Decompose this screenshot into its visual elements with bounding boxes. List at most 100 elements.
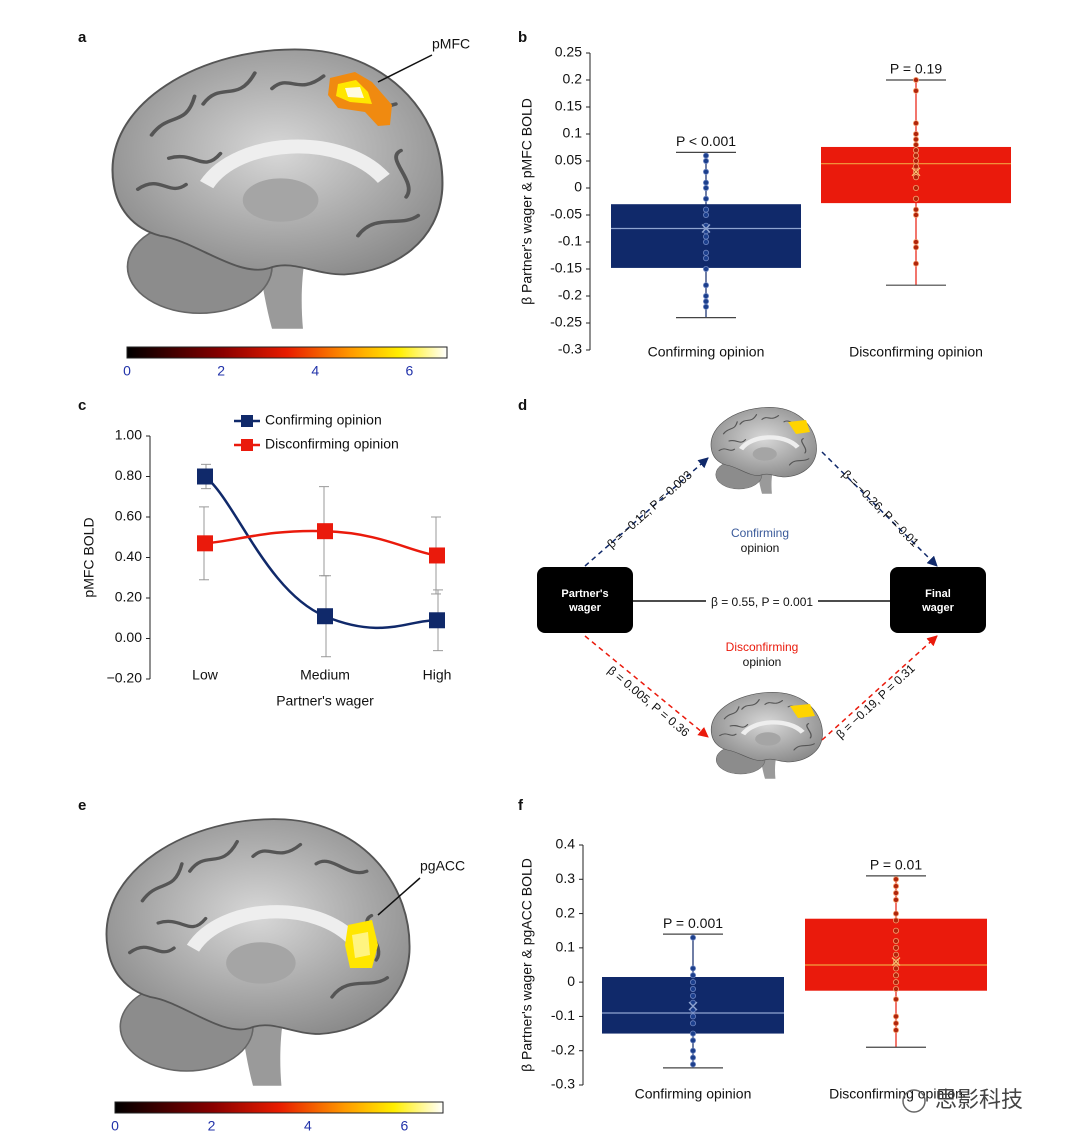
point	[893, 876, 900, 883]
y-tick-label: -0.2	[551, 1041, 575, 1057]
sulcus	[801, 438, 807, 454]
point	[703, 298, 710, 305]
corpus-callosum	[186, 905, 362, 952]
path-label: Confirming	[731, 526, 789, 540]
point	[703, 282, 710, 289]
point	[703, 152, 710, 159]
point	[913, 152, 920, 159]
legend-label: Disconfirming opinion	[265, 436, 399, 452]
y-tick-label: 0.4	[556, 836, 576, 852]
panel-label: c	[78, 397, 86, 414]
colorbar-tick-label: 0	[123, 363, 131, 379]
activation	[790, 704, 815, 718]
brain-image	[111, 48, 444, 329]
marker	[429, 612, 445, 629]
leader-line	[377, 877, 421, 916]
point	[690, 1054, 697, 1061]
sulcus	[314, 859, 369, 875]
annotation: P = 0.001	[663, 915, 723, 931]
y-tick-label: -0.15	[550, 260, 582, 276]
thalamus	[242, 178, 319, 222]
sulcus	[788, 458, 810, 466]
y-axis-label: β Partner's wager & pgACC BOLD	[519, 858, 535, 1072]
sulcus	[156, 916, 208, 929]
edge-label: β = 0.55, P = 0.001	[711, 595, 813, 609]
y-tick-label: 0.3	[556, 870, 576, 886]
point	[703, 211, 710, 218]
x-tick-label: Confirming opinion	[648, 344, 765, 360]
point	[690, 972, 697, 979]
point	[893, 927, 900, 934]
diagram-node	[890, 567, 986, 633]
diagram-arrow	[584, 635, 709, 738]
y-tick-label: 0.20	[115, 589, 142, 605]
point	[913, 157, 920, 164]
point	[913, 184, 920, 191]
sulcus	[728, 439, 747, 443]
activation	[345, 87, 364, 98]
y-tick-label: 0.40	[115, 548, 142, 564]
y-tick-label: -0.1	[551, 1007, 575, 1023]
point	[703, 206, 710, 213]
x-tick-label: Disconfirming opinion	[829, 1086, 963, 1102]
edge-label: β = −0.19, P = 0.31	[833, 661, 918, 741]
sulcus	[806, 723, 812, 739]
marker	[429, 547, 445, 564]
sulcus	[741, 699, 760, 710]
corpus-callosum	[740, 720, 805, 736]
colorbar	[126, 346, 448, 359]
y-axis-label: pMFC BOLD	[81, 517, 97, 597]
y-tick-label: 1.00	[115, 427, 142, 443]
colorbar-tick-label: 4	[311, 363, 319, 379]
point	[703, 249, 710, 256]
sulcus	[201, 71, 257, 106]
y-tick-label: -0.3	[558, 341, 582, 357]
point	[913, 130, 920, 137]
point	[690, 986, 697, 993]
region-label: pMFC	[432, 36, 470, 52]
point	[690, 992, 697, 999]
sulcus	[723, 706, 740, 720]
x-tick-label: Disconfirming opinion	[849, 344, 983, 360]
y-tick-label: 0.1	[556, 939, 576, 955]
annotation: P = 0.19	[890, 61, 943, 77]
diagram-arrow	[584, 457, 709, 567]
region-label: pgACC	[420, 858, 465, 874]
panel-label: f	[518, 797, 524, 814]
point	[893, 996, 900, 1003]
legend-swatch	[241, 415, 253, 427]
point	[690, 1030, 697, 1037]
x-tick-label: Medium	[300, 667, 350, 683]
x-tick-label: Confirming opinion	[635, 1086, 752, 1102]
point	[703, 255, 710, 262]
series-line	[204, 475, 438, 630]
point	[703, 195, 710, 202]
x-tick-label: Low	[192, 667, 219, 683]
node-label: Partner's	[561, 588, 608, 600]
point	[703, 179, 710, 186]
legend-swatch	[241, 439, 253, 451]
colorbar-tick-label: 0	[111, 1118, 119, 1134]
thalamus	[752, 447, 777, 461]
node-label: Final	[925, 588, 951, 600]
path-label: opinion	[741, 541, 780, 555]
point	[893, 1020, 900, 1027]
point	[913, 206, 920, 213]
point	[690, 1020, 697, 1027]
x-tick-label: High	[423, 667, 452, 683]
sulcus	[764, 700, 784, 705]
mean-marker	[701, 224, 711, 233]
point	[893, 896, 900, 903]
sulcus	[793, 743, 815, 751]
edge-label: β = −0.12, P = 0.003	[604, 467, 695, 551]
brain-image	[710, 407, 817, 494]
y-tick-label: 0.25	[555, 44, 582, 60]
point	[893, 910, 900, 917]
point	[913, 174, 920, 181]
y-tick-label: 0.60	[115, 508, 142, 524]
point	[913, 238, 920, 245]
sulcus	[761, 415, 780, 420]
path-label: opinion	[743, 655, 782, 669]
sulcus	[739, 414, 758, 425]
x-axis-label: Partner's wager	[276, 693, 374, 709]
